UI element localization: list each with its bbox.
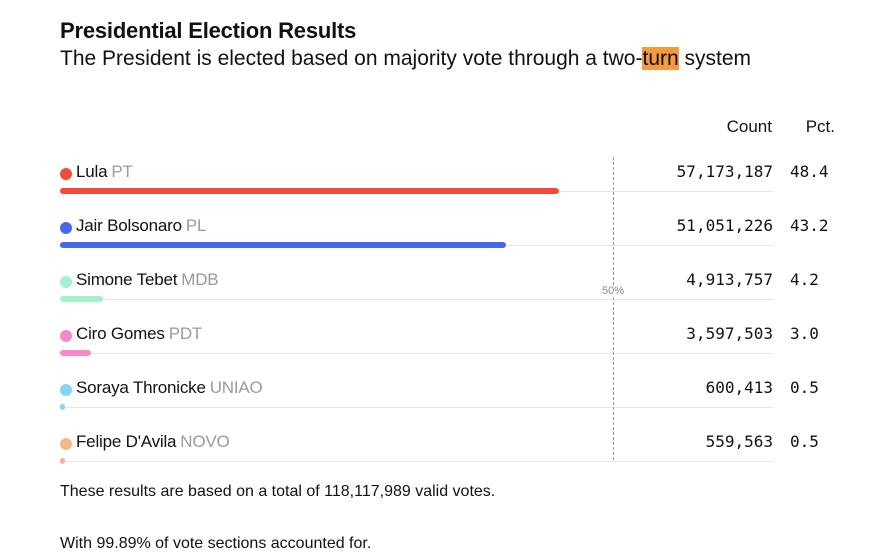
- column-header-count: Count: [726, 117, 772, 136]
- party-label: PT: [111, 162, 133, 181]
- result-bar: [60, 350, 91, 356]
- subtitle-text: The President is elected based on majori…: [60, 47, 643, 70]
- result-bar: [60, 242, 506, 248]
- result-bar: [60, 296, 104, 302]
- legend-dot: [60, 222, 72, 234]
- legend-dot: [60, 330, 72, 342]
- candidate-row: Jair Bolsonaro PL 51,051,226 43.2: [60, 216, 829, 270]
- vote-count: 4,913,757: [686, 270, 773, 289]
- candidate-row: Soraya Thronicke UNIAO 600,413 0.5: [60, 378, 819, 432]
- sections-note: With 99.89% of vote sections accounted f…: [60, 535, 372, 552]
- vote-percent: 0.5: [790, 378, 819, 397]
- candidate-name: Felipe D'Avila NOVO: [76, 432, 230, 452]
- result-bar: [60, 188, 560, 194]
- candidate-row: Lula PT 57,173,187 48.4: [60, 162, 829, 216]
- vote-count: 600,413: [705, 378, 773, 397]
- chart-subtitle: The President is elected based on majori…: [60, 47, 751, 71]
- legend-dot: [60, 384, 72, 396]
- candidate-label: Ciro Gomes: [76, 324, 165, 343]
- candidate-row: Felipe D'Avila NOVO 559,563 0.5: [60, 432, 819, 486]
- candidate-row: Ciro Gomes PDT 3,597,503 3.0: [60, 324, 819, 378]
- candidate-name: Soraya Thronicke UNIAO: [76, 378, 263, 398]
- party-label: PL: [185, 216, 207, 235]
- candidate-name: Jair Bolsonaro PL: [76, 216, 206, 236]
- vote-count: 51,051,226: [676, 216, 773, 235]
- candidate-name: Simone Tebet MDB: [76, 270, 219, 290]
- party-label: NOVO: [180, 432, 230, 451]
- total-votes-note: These results are based on a total of 11…: [60, 483, 496, 500]
- candidate-label: Lula: [76, 162, 108, 181]
- vote-percent: 3.0: [790, 324, 819, 343]
- candidate-label: Jair Bolsonaro: [76, 216, 182, 235]
- bar-track: [60, 299, 773, 300]
- result-bar: [60, 404, 66, 410]
- vote-count: 3,597,503: [686, 324, 773, 343]
- legend-dot: [60, 168, 72, 180]
- bar-track: [60, 353, 773, 354]
- bar-track: [60, 407, 773, 408]
- vote-percent: 43.2: [790, 216, 829, 235]
- candidate-row: Simone Tebet MDB 4,913,757 4.2: [60, 270, 819, 324]
- candidate-label: Simone Tebet: [76, 270, 178, 289]
- column-header-pct: Pct.: [805, 117, 835, 136]
- party-label: UNIAO: [209, 378, 263, 397]
- vote-percent: 0.5: [790, 432, 819, 451]
- party-label: MDB: [181, 270, 219, 289]
- result-bar: [60, 458, 66, 464]
- vote-percent: 4.2: [790, 270, 819, 289]
- candidate-name: Lula PT: [76, 162, 133, 182]
- candidate-label: Soraya Thronicke: [76, 378, 206, 397]
- majority-reference-label: 50%: [600, 285, 627, 297]
- candidate-name: Ciro Gomes PDT: [76, 324, 202, 344]
- chart-title: Presidential Election Results: [60, 18, 357, 43]
- party-label: PDT: [168, 324, 203, 343]
- bar-track: [60, 461, 773, 462]
- majority-reference-line: [613, 157, 614, 460]
- candidate-label: Felipe D'Avila: [76, 432, 177, 451]
- subtitle-highlight: turn: [642, 47, 679, 70]
- legend-dot: [60, 438, 72, 450]
- subtitle-text-end: system: [678, 47, 752, 70]
- vote-count: 57,173,187: [676, 162, 773, 181]
- vote-count: 559,563: [705, 432, 773, 451]
- vote-percent: 48.4: [790, 162, 829, 181]
- legend-dot: [60, 276, 72, 288]
